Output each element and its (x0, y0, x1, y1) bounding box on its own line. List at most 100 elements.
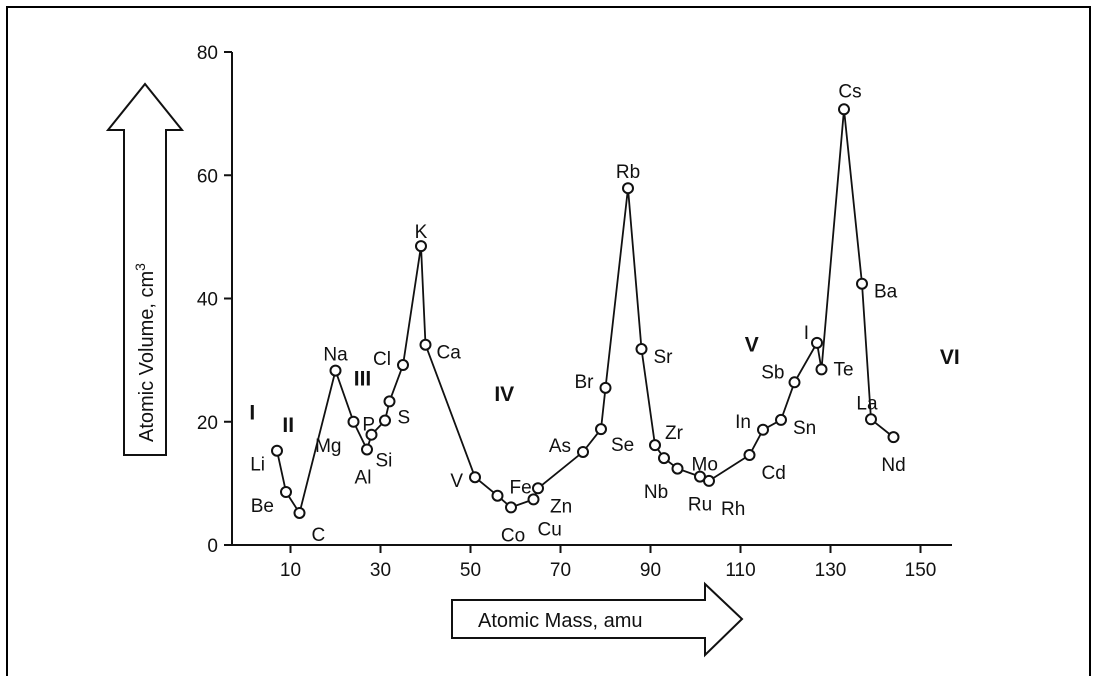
data-markers (271, 103, 900, 519)
label-fe: Fe (510, 478, 532, 499)
label-se: Se (611, 435, 634, 456)
label-ru: Ru (688, 495, 712, 516)
label-zr: Zr (665, 423, 684, 444)
y-tick-label: 40 (197, 290, 218, 311)
x-tick-label: 50 (460, 560, 481, 581)
label-cd: Cd (762, 463, 786, 484)
label-i: I (804, 323, 809, 344)
label-co: Co (501, 525, 525, 546)
point-zr (649, 439, 661, 452)
point-as (577, 445, 589, 458)
y-tick-label: 60 (197, 166, 218, 187)
point-k (415, 240, 427, 253)
label-be: Be (251, 496, 274, 517)
label-as: As (549, 436, 571, 457)
y-tick-label: 80 (197, 43, 218, 64)
point-v (469, 471, 481, 484)
period-label: III (354, 368, 372, 391)
x-axis-arrow: Atomic Mass, amu (451, 581, 744, 658)
label-sr: Sr (654, 347, 674, 368)
point-rh (703, 474, 715, 487)
label-cu: Cu (538, 519, 562, 540)
label-cl: Cl (373, 349, 391, 370)
period-label: IV (494, 383, 514, 406)
label-sn: Sn (793, 418, 816, 439)
point-s (383, 395, 396, 408)
y-tick-label: 0 (207, 536, 218, 557)
label-rh: Rh (721, 499, 745, 520)
point-nb (658, 452, 670, 465)
label-mg: Mg (315, 436, 341, 457)
x-tick-label: 70 (550, 560, 571, 581)
label-ba: Ba (874, 282, 898, 303)
point-na (329, 364, 342, 377)
y-axis-arrow: Atomic Volume, cm3 (105, 82, 185, 456)
point-sb (788, 376, 801, 389)
label-v: V (450, 471, 463, 492)
point-mo (671, 462, 684, 475)
point-zn (532, 482, 544, 495)
point-in (757, 423, 769, 436)
point-ba (856, 277, 868, 290)
period-label: VI (940, 346, 960, 369)
point-si (365, 428, 378, 441)
label-te: Te (834, 359, 854, 380)
x-tick-label: 150 (905, 560, 937, 581)
label-br: Br (575, 372, 595, 393)
label-nd: Nd (881, 455, 905, 476)
point-te (815, 363, 828, 376)
period-label: II (282, 414, 294, 437)
label-p: P (362, 415, 375, 436)
label-rb: Rb (616, 162, 640, 183)
label-in: In (735, 412, 751, 433)
point-cu (527, 493, 540, 506)
x-tick-label: 90 (640, 560, 661, 581)
x-tick-label: 110 (725, 560, 755, 581)
label-al: Al (355, 467, 372, 488)
point-cd (743, 449, 756, 462)
label-ca: Ca (437, 343, 462, 364)
label-zn: Zn (550, 496, 572, 517)
x-tick-label: 10 (280, 560, 301, 581)
point-p (379, 414, 391, 427)
period-label: V (745, 334, 759, 357)
label-s: S (398, 407, 411, 428)
x-axis-title: Atomic Mass, amu (478, 610, 642, 632)
point-c (293, 506, 306, 519)
point-mg (347, 415, 360, 428)
point-li (271, 444, 283, 457)
label-mo: Mo (692, 455, 718, 476)
point-sr (635, 343, 648, 356)
label-la: La (856, 393, 878, 414)
point-co (505, 501, 517, 514)
label-sb: Sb (761, 362, 784, 383)
point-nd (887, 431, 900, 444)
label-cs: Cs (838, 81, 861, 102)
point-fe (491, 489, 504, 502)
point-br (599, 381, 612, 394)
point-rb (622, 182, 634, 195)
point-ca (419, 338, 432, 351)
label-c: C (312, 525, 326, 546)
point-se (595, 423, 607, 436)
y-axis-title: Atomic Volume, cm3 (132, 263, 158, 442)
label-nb: Nb (644, 482, 668, 503)
axes: 0 20 40 60 80 10 30 50 70 90 110 130 150 (197, 43, 952, 581)
point-al (361, 443, 373, 456)
point-cl (397, 359, 409, 372)
x-tick-label: 30 (370, 560, 391, 581)
point-sn (775, 413, 787, 426)
label-na: Na (323, 345, 348, 366)
label-si: Si (376, 451, 393, 472)
point-cs (838, 103, 850, 116)
label-li: Li (250, 455, 265, 476)
x-tick-label: 130 (815, 560, 847, 581)
figure-frame (6, 6, 1091, 676)
label-k: K (415, 222, 428, 243)
point-la (865, 413, 877, 426)
y-tick-label: 20 (197, 413, 218, 434)
point-be (280, 486, 292, 499)
period-label: I (249, 402, 255, 425)
